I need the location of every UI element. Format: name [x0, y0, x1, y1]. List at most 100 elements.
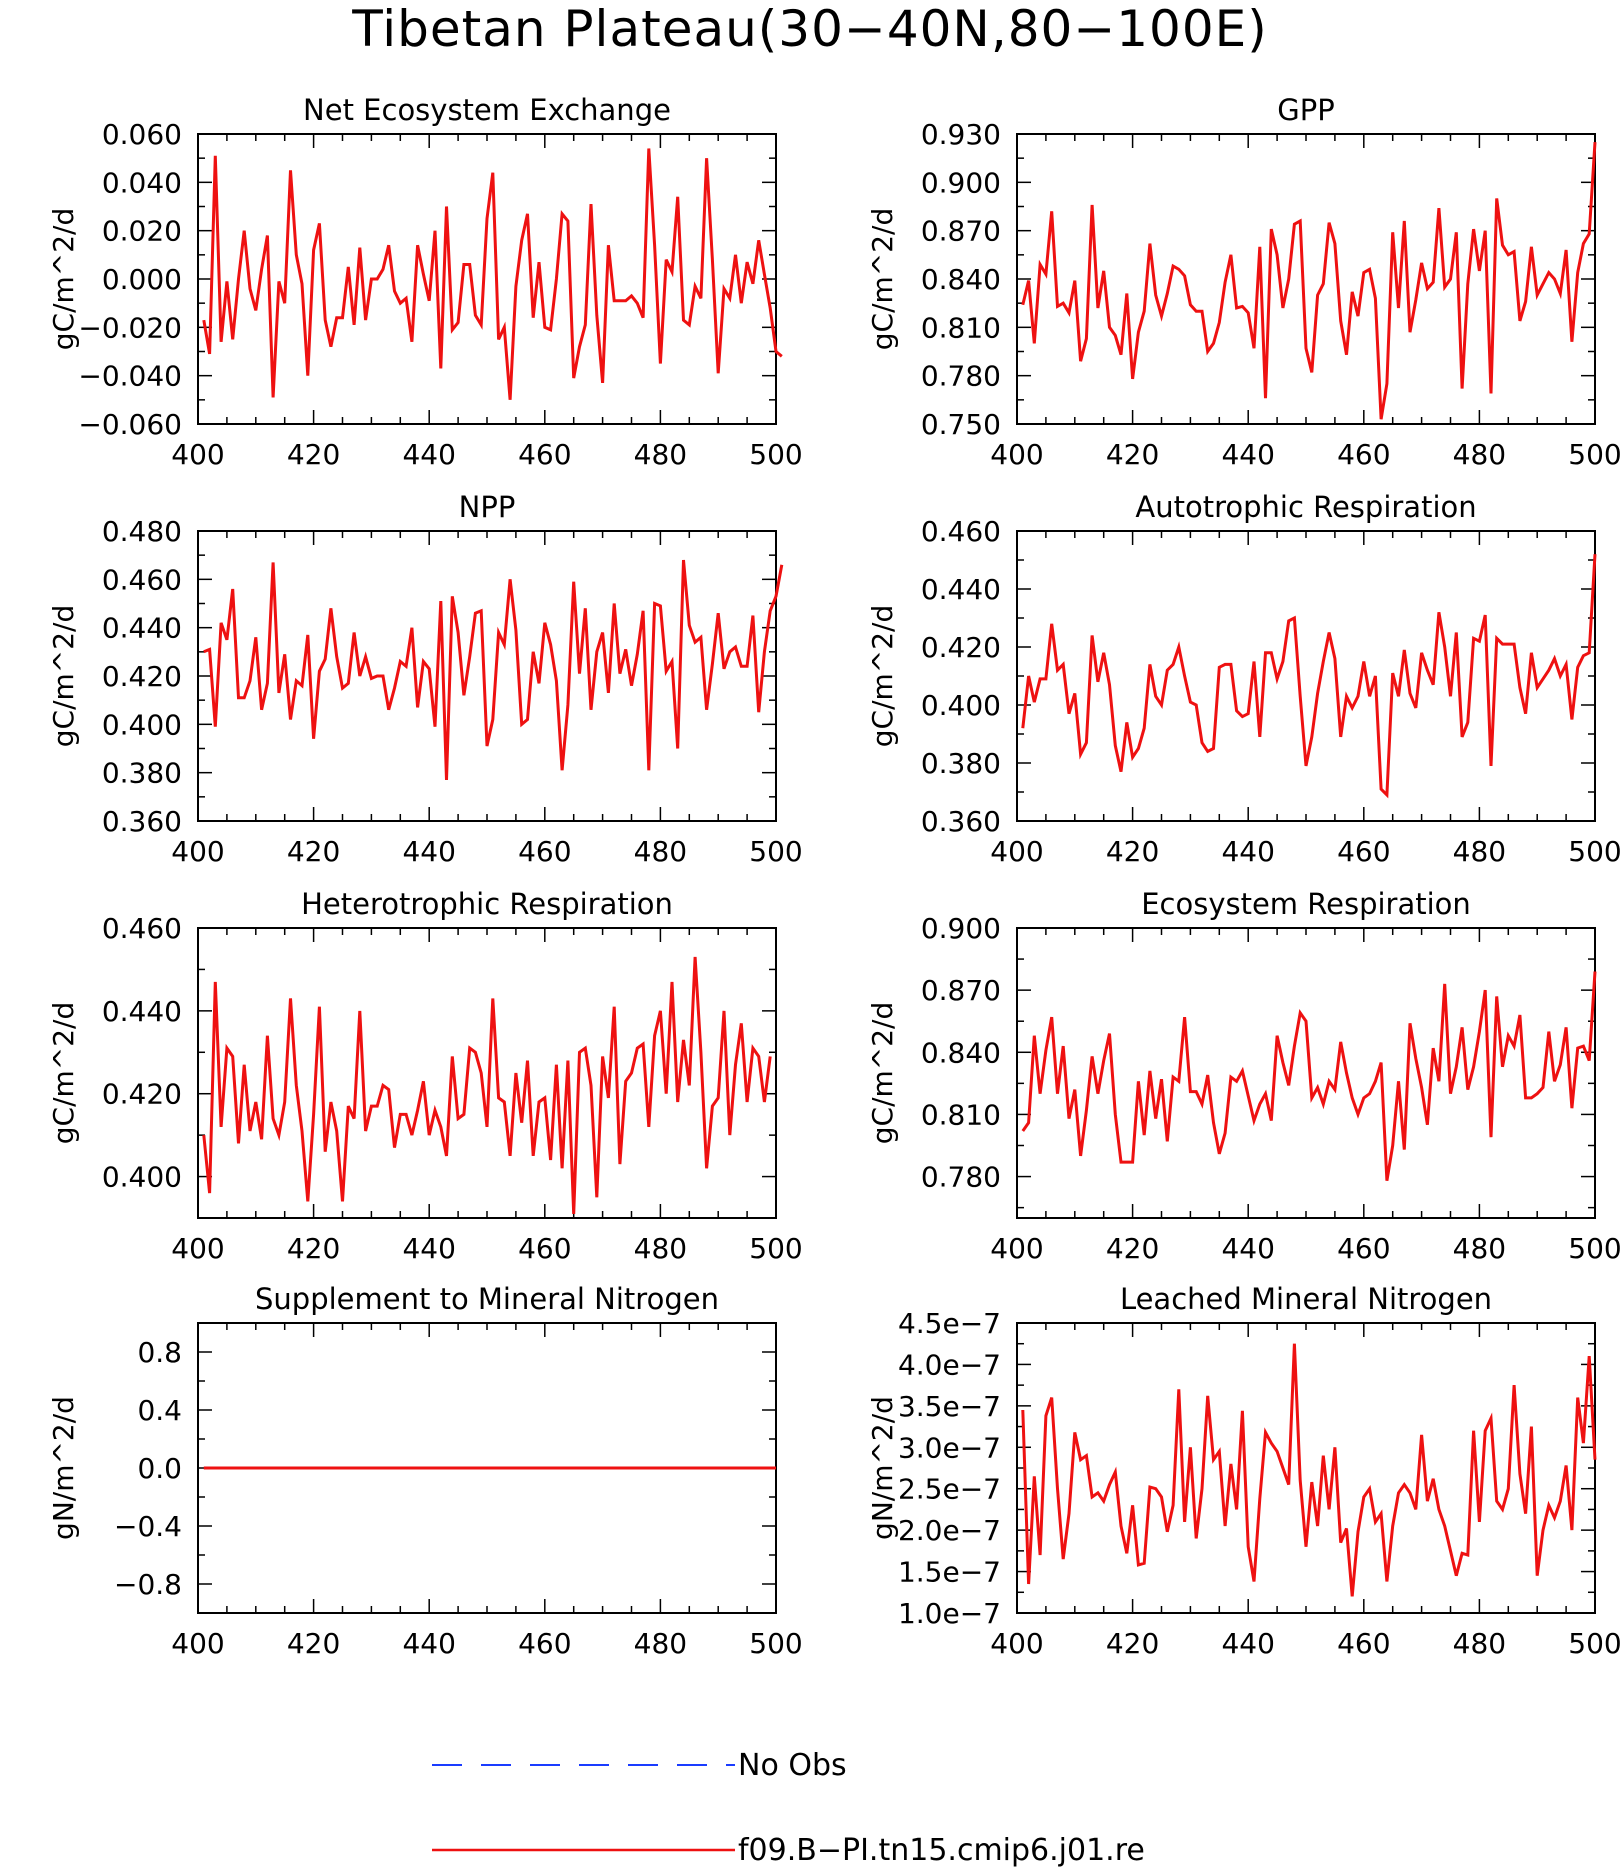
- y-tick-label: 0.000: [102, 263, 182, 296]
- x-tick-label: 480: [634, 835, 687, 868]
- x-tick-label: 420: [1106, 438, 1159, 471]
- x-tick-label: 480: [1453, 1232, 1506, 1265]
- x-tick-label: 500: [749, 1627, 802, 1660]
- plot-frame: [1016, 927, 1596, 1219]
- y-axis-label: gC/m^2/d: [47, 1002, 80, 1145]
- x-tick-label: 500: [1568, 1627, 1620, 1660]
- x-tick-label: 440: [402, 1627, 455, 1660]
- y-tick-label: 0.420: [102, 660, 182, 693]
- y-tick-label: 3.0e−7: [898, 1431, 1001, 1464]
- x-tick-label: 440: [1221, 438, 1274, 471]
- x-tick-label: 500: [749, 438, 802, 471]
- x-tick-label: 400: [990, 438, 1043, 471]
- series-line: [1021, 554, 1597, 799]
- x-tick-label: 500: [1568, 438, 1620, 471]
- panel-title: Ecosystem Respiration: [1141, 887, 1471, 921]
- x-tick-label: 400: [171, 438, 224, 471]
- x-tick-label: 480: [634, 1627, 687, 1660]
- y-tick-label: 1.5e−7: [898, 1556, 1001, 1589]
- panel-supplement-to-mineral-nitrogen: Supplement to Mineral Nitrogen gN/m^2/d 40…: [47, 1282, 803, 1660]
- x-tick-label: 460: [518, 438, 571, 471]
- panel-title: Leached Mineral Nitrogen: [1120, 1282, 1492, 1316]
- x-tick-label: 460: [1337, 438, 1390, 471]
- x-tick-label: 500: [1568, 1232, 1620, 1265]
- x-tick-label: 440: [402, 1232, 455, 1265]
- y-tick-label: 0.840: [921, 263, 1001, 296]
- y-tick-label: 0.040: [102, 166, 182, 199]
- x-tick-label: 460: [1337, 1232, 1390, 1265]
- x-tick-label: 500: [1568, 835, 1620, 868]
- panel-title: GPP: [1277, 93, 1334, 127]
- x-tick-label: 420: [287, 835, 340, 868]
- y-tick-label: −0.060: [78, 408, 182, 441]
- panel-npp: NPP gC/m^2/d 400 420 440 460 480 500 0.360 0.380 0…: [47, 490, 803, 868]
- y-tick-label: 0.780: [921, 360, 1001, 393]
- y-tick-label: 2.0e−7: [898, 1514, 1001, 1547]
- y-tick-label: 0.060: [102, 118, 182, 151]
- series-line: [202, 956, 772, 1214]
- x-tick-label: 440: [1221, 835, 1274, 868]
- y-tick-label: 0.780: [921, 1161, 1001, 1194]
- y-axis-label: gC/m^2/d: [47, 208, 80, 351]
- panel-heterotrophic-respiration: Heterotrophic Respiration gC/m^2/d 400 420 4…: [47, 887, 803, 1265]
- y-tick-label: −0.040: [78, 360, 182, 393]
- panel-title: Heterotrophic Respiration: [301, 887, 673, 921]
- y-tick-label: 0.930: [921, 118, 1001, 151]
- y-axis-label: gC/m^2/d: [866, 1002, 899, 1145]
- plot-frame: [197, 530, 777, 822]
- y-axis-label: gC/m^2/d: [866, 208, 899, 351]
- panel-ecosystem-respiration: Ecosystem Respiration gC/m^2/d 400 420 440 46…: [866, 887, 1620, 1265]
- x-tick-label: 400: [171, 835, 224, 868]
- y-tick-label: 4.0e−7: [898, 1348, 1001, 1381]
- y-tick-label: 0.420: [102, 1078, 182, 1111]
- x-tick-label: 460: [1337, 1627, 1390, 1660]
- y-axis-label: gC/m^2/d: [866, 605, 899, 748]
- y-tick-label: 0.870: [921, 215, 1001, 248]
- x-tick-label: 420: [1106, 1627, 1159, 1660]
- y-axis-label: gN/m^2/d: [47, 1396, 80, 1540]
- y-tick-label: 0.400: [102, 708, 182, 741]
- x-tick-label: 420: [287, 438, 340, 471]
- x-tick-label: 480: [634, 438, 687, 471]
- y-tick-label: 0.900: [921, 166, 1001, 199]
- y-tick-label: −0.8: [114, 1568, 182, 1601]
- x-tick-label: 480: [1453, 1627, 1506, 1660]
- panel-title: Net Ecosystem Exchange: [303, 93, 671, 127]
- x-tick-label: 460: [518, 835, 571, 868]
- x-tick-label: 420: [1106, 835, 1159, 868]
- y-tick-label: 0.360: [102, 805, 182, 838]
- x-tick-label: 400: [171, 1627, 224, 1660]
- x-tick-label: 440: [1221, 1232, 1274, 1265]
- series-line: [203, 559, 784, 780]
- y-tick-label: 0.0: [137, 1452, 182, 1485]
- y-tick-label: 0.020: [102, 215, 182, 248]
- y-tick-label: 3.5e−7: [898, 1390, 1001, 1423]
- panel-autotrophic-respiration: Autotrophic Respiration gC/m^2/d 400 420 440…: [866, 490, 1620, 868]
- y-tick-label: 0.440: [921, 573, 1001, 606]
- y-tick-label: 1.0e−7: [898, 1597, 1001, 1630]
- y-tick-label: 0.400: [921, 689, 1001, 722]
- y-tick-label: 0.900: [921, 912, 1001, 945]
- x-tick-label: 480: [634, 1232, 687, 1265]
- x-tick-label: 400: [990, 1232, 1043, 1265]
- y-tick-label: 0.380: [102, 757, 182, 790]
- y-tick-label: 0.810: [921, 1098, 1001, 1131]
- y-tick-label: 0.440: [102, 612, 182, 645]
- x-tick-label: 400: [171, 1232, 224, 1265]
- panel-title: NPP: [459, 490, 516, 524]
- plot-frame: [1016, 530, 1596, 822]
- panel-net-ecosystem-exchange: Net Ecosystem Exchange gC/m^2/d 400 420 440 4…: [47, 93, 803, 471]
- x-tick-label: 420: [287, 1627, 340, 1660]
- x-tick-label: 440: [1221, 1627, 1274, 1660]
- x-tick-label: 440: [402, 438, 455, 471]
- x-tick-label: 500: [749, 1232, 802, 1265]
- y-tick-label: 0.870: [921, 974, 1001, 1007]
- series-line: [1021, 142, 1597, 420]
- panel-leached-mineral-nitrogen: Leached Mineral Nitrogen gN/m^2/d 400 420 44…: [866, 1282, 1620, 1660]
- y-tick-label: 0.750: [921, 408, 1001, 441]
- y-tick-label: −0.020: [78, 311, 182, 344]
- x-tick-label: 500: [749, 835, 802, 868]
- y-tick-label: 0.440: [102, 995, 182, 1028]
- y-tick-label: 0.460: [921, 515, 1001, 548]
- y-axis-label: gN/m^2/d: [866, 1396, 899, 1540]
